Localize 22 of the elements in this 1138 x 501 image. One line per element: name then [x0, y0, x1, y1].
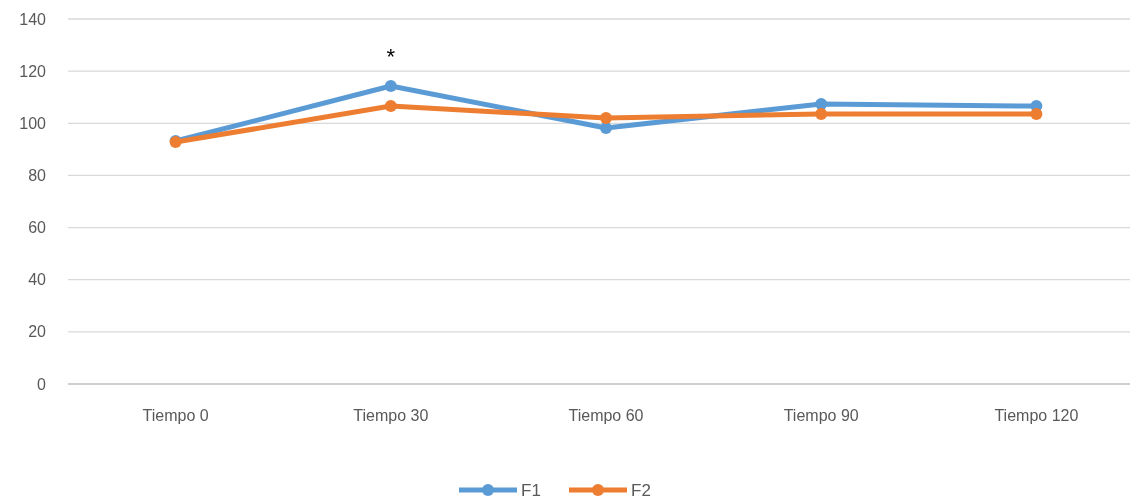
point: [1030, 107, 1043, 120]
y-tick-label: 80: [28, 167, 47, 185]
point: [815, 107, 828, 120]
x-tick-label: Tiempo 60: [568, 407, 644, 424]
point: [384, 80, 397, 92]
y-tick-label: 100: [19, 114, 47, 132]
y-tick-label: 40: [28, 271, 47, 289]
point: [384, 100, 397, 113]
point: [815, 97, 828, 110]
annotation: *: [386, 43, 396, 69]
x-tick-label: Tiempo 0: [142, 407, 209, 424]
legend-label: F2: [631, 480, 651, 500]
y-tick-label: 0: [37, 375, 47, 393]
y-tick-label: 120: [19, 62, 47, 80]
x-tick-label: Tiempo 30: [353, 407, 429, 424]
x-tick-label: Tiempo 120: [994, 407, 1079, 424]
x-tick-label: Tiempo 90: [783, 407, 859, 424]
point: [600, 112, 612, 125]
legend-label: F1: [521, 480, 541, 500]
y-tick-label: 20: [28, 323, 47, 341]
y-tick-label: 140: [19, 10, 47, 28]
y-tick-label: 60: [28, 219, 47, 237]
